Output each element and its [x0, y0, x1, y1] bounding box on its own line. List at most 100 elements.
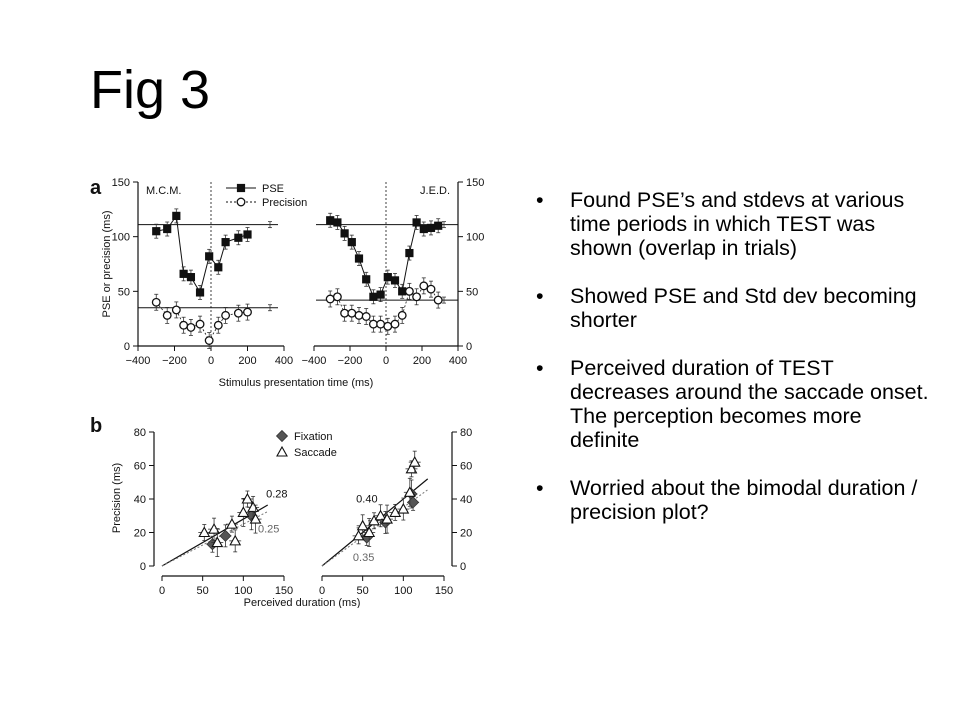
- x-axis-label-a: Stimulus presentation time (ms): [219, 377, 374, 389]
- saccade-point: [389, 506, 402, 517]
- precision-point: [179, 320, 189, 330]
- legend-fixation-marker: [275, 429, 289, 443]
- pse-point: [419, 224, 428, 234]
- precision-point: [376, 319, 386, 329]
- precision-point: [433, 295, 443, 305]
- precision-point: [419, 281, 429, 291]
- pse-point: [362, 275, 371, 284]
- saccade-point: [211, 536, 224, 548]
- bullet-symbol: •: [536, 476, 544, 500]
- precision-point: [383, 321, 393, 331]
- pse-point: [205, 252, 214, 261]
- bullet-text: Perceived duration of TEST decreases aro…: [570, 356, 929, 452]
- precision-point: [354, 310, 364, 320]
- legend-saccade-marker: [276, 445, 288, 457]
- x-tick-label: 400: [449, 355, 467, 367]
- precision-point: [221, 310, 231, 320]
- bullet-text: Showed PSE and Std dev becoming shorter: [570, 284, 917, 332]
- pse-point: [326, 216, 335, 225]
- x-tick-label: −400: [302, 355, 327, 367]
- y-axis-label-b: Precision (ms): [111, 463, 123, 533]
- saccade-point: [241, 492, 254, 504]
- y-tick-label: 50: [118, 286, 130, 298]
- precision-point: [397, 310, 407, 320]
- y-tick-label: 0: [140, 561, 146, 573]
- x-tick-label: 100: [394, 585, 412, 597]
- fit-label: 0.28: [266, 488, 287, 500]
- x-tick-label: 0: [159, 585, 165, 597]
- subplot-mcm: 0 50 100 150 −400 −200 0 200 400 M.C.M.: [112, 177, 294, 367]
- y-axis-label-a: PSE or precision (ms): [101, 211, 113, 318]
- precision-point: [171, 305, 181, 315]
- precision-point: [243, 307, 252, 317]
- y-tick-label: 60: [460, 461, 472, 473]
- saccade-point: [226, 517, 238, 529]
- saccade-point: [356, 519, 369, 531]
- x-axis-label-b: Perceived duration (ms): [244, 597, 361, 608]
- pse-point: [347, 238, 356, 247]
- y-tick-label: 40: [134, 494, 146, 506]
- fixation-point: [407, 496, 420, 509]
- legend-fixation-label: Fixation: [294, 431, 333, 443]
- precision-point: [340, 308, 350, 318]
- precision-point: [404, 286, 414, 296]
- y-tick-label: 80: [460, 427, 472, 439]
- y-tick-label: 0: [460, 561, 466, 573]
- y-tick-label: 60: [134, 461, 146, 473]
- pse-point: [383, 273, 392, 282]
- precision-point: [390, 319, 400, 329]
- y-tick-label: 20: [134, 528, 146, 540]
- bullet-symbol: •: [536, 284, 544, 308]
- bullet-item: • Worried about the bimodal duration / pr…: [530, 476, 930, 524]
- x-tick-label: 200: [413, 355, 431, 367]
- y-tick-label: 20: [460, 528, 472, 540]
- y-tick-label: 40: [460, 494, 472, 506]
- pse-point: [426, 223, 436, 233]
- pse-point: [172, 211, 181, 220]
- saccade-point: [381, 512, 394, 524]
- bullet-item: • Perceived duration of TEST decreases ar…: [530, 356, 930, 452]
- bullet-symbol: •: [536, 188, 544, 212]
- pse-point: [340, 229, 349, 238]
- saccade-point: [397, 502, 410, 514]
- y-tick-label: 50: [466, 286, 478, 298]
- legend-a: PSE Precision: [226, 183, 307, 209]
- y-tick-label: 150: [466, 177, 484, 189]
- pse-point: [398, 287, 407, 296]
- y-tick-label: 80: [134, 427, 146, 439]
- saccade-point: [403, 486, 416, 497]
- legend-precision-label: Precision: [262, 197, 307, 209]
- x-tick-label: 50: [357, 585, 369, 597]
- legend-saccade-label: Saccade: [294, 447, 337, 459]
- panel-a: a 0 50 100 150 −400 −200 0 200 400 M.C.M. 0 50 100 150…: [90, 177, 484, 389]
- y-tick-label: 100: [466, 232, 484, 244]
- subject-label: M.C.M.: [146, 185, 181, 197]
- pse-point: [434, 221, 443, 230]
- bullet-text: Worried about the bimodal duration / pre…: [570, 476, 918, 524]
- precision-point: [233, 308, 243, 318]
- pse-point: [214, 263, 223, 272]
- pse-point: [354, 254, 364, 263]
- fixation-point: [219, 529, 232, 542]
- x-tick-label: 0: [208, 355, 214, 367]
- legend-pse-marker: [236, 183, 246, 193]
- bullet-item: • Found PSE’s and stdevs at various time …: [530, 188, 930, 260]
- pse-point: [186, 273, 196, 282]
- precision-point: [368, 319, 378, 329]
- pse-point: [333, 218, 342, 227]
- pse-point: [376, 290, 385, 299]
- bullet-item: • Showed PSE and Std dev becoming shorter: [530, 284, 930, 332]
- subject-label: J.E.D.: [420, 185, 450, 197]
- fit-label: 0.35: [353, 552, 374, 564]
- y-tick-label: 150: [112, 177, 130, 189]
- subplot-b-1: 0 20 40 60 80 0 50 100 150 0.28 0.25: [134, 427, 293, 597]
- precision-point: [347, 308, 357, 318]
- pse-point: [221, 238, 230, 247]
- bullet-symbol: •: [536, 356, 544, 380]
- precision-point: [186, 322, 196, 332]
- pse-point: [390, 276, 400, 285]
- fit-label: 0.25: [258, 524, 279, 536]
- precision-point: [151, 297, 161, 307]
- bullet-text: Found PSE’s and stdevs at various time p…: [570, 188, 905, 260]
